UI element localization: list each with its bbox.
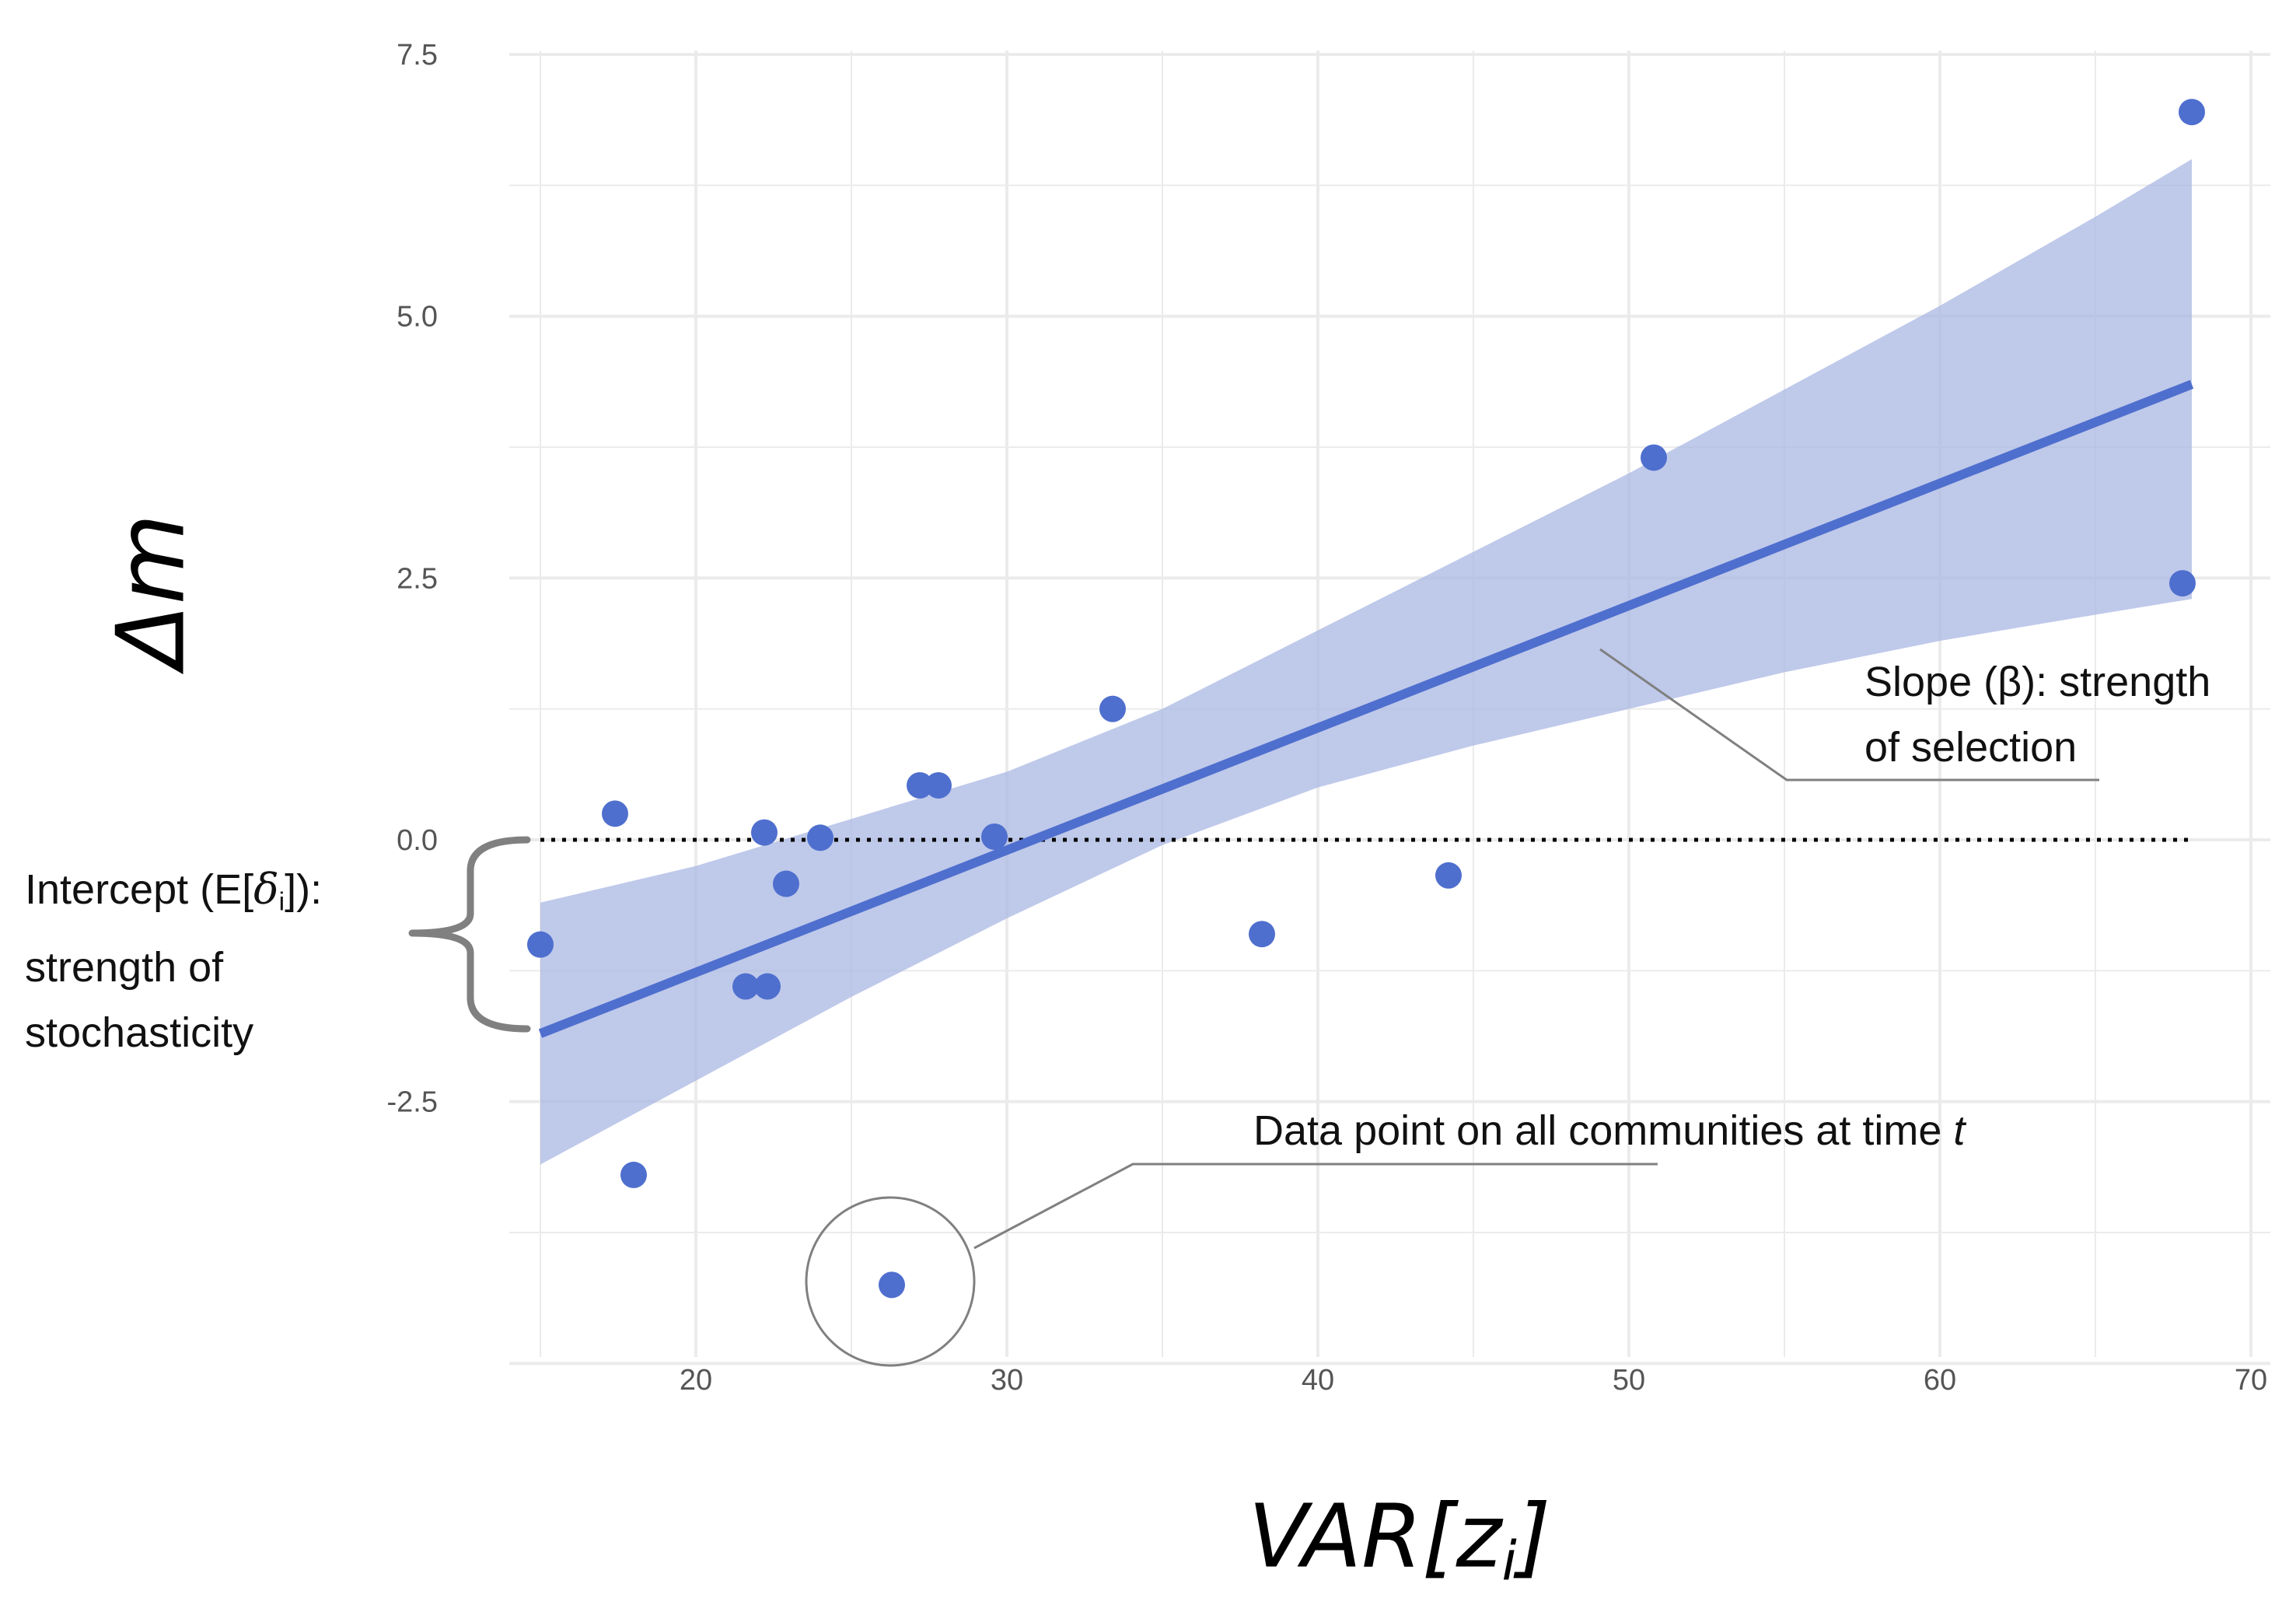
y-tick-label: 0.0: [397, 824, 438, 857]
intercept-brace-icon: [408, 836, 531, 1033]
datapoint-callout-leader: [973, 1163, 1658, 1250]
y-axis-title: Δm: [97, 513, 206, 669]
datapoint-annotation-t: t: [1953, 1107, 1966, 1154]
data-point: [1641, 444, 1667, 471]
x-axis-title: VAR[zi]: [1249, 1486, 1551, 1593]
datapoint-annotation-text: Data point on all communities at time: [1253, 1107, 1954, 1154]
data-point: [1099, 695, 1126, 722]
data-point: [2169, 570, 2196, 597]
x-tick-label: 60: [1924, 1364, 1956, 1397]
x-tick-label: 30: [991, 1364, 1023, 1397]
datapoint-annotation: Data point on all communities at time t: [1253, 1098, 1965, 1163]
data-point: [981, 823, 1008, 850]
x-axis-title-text: VAR[z: [1248, 1486, 1502, 1588]
intercept-annotation-line2: strength of: [25, 944, 224, 991]
slope-annotation: Slope (β): strength of selection: [1864, 649, 2210, 780]
x-tick-label: 40: [1302, 1364, 1334, 1397]
axis-tick-labels: 20 30 40 50 60 70 7.5 5.0 2.5 0.0 -2.5: [387, 39, 2268, 1397]
slope-annotation-line1: Slope (β): strength: [1864, 659, 2211, 705]
x-axis-title-bracket: ]: [1516, 1486, 1551, 1588]
data-point: [602, 800, 628, 827]
data-point: [773, 870, 799, 897]
annotation-marks: [408, 648, 2099, 1367]
data-point: [1249, 921, 1275, 948]
intercept-text-a: Intercept (E[: [25, 866, 254, 913]
data-point: [1435, 862, 1462, 889]
confidence-band-group: [540, 159, 2192, 1165]
y-tick-label: 2.5: [397, 562, 438, 595]
data-point: [807, 824, 833, 851]
x-tick-label: 20: [680, 1364, 712, 1397]
slope-callout-leader: [1599, 648, 2099, 782]
regression-line-group: [538, 379, 2194, 1038]
data-points-group: [527, 99, 2205, 1299]
data-point: [732, 973, 759, 1000]
intercept-delta: δ: [253, 865, 279, 914]
data-point: [754, 973, 781, 1000]
confidence-band: [540, 159, 2192, 1165]
data-point: [620, 1161, 647, 1188]
intercept-annotation-line1: Intercept (E[δi]):: [25, 857, 322, 935]
y-tick-label: 7.5: [397, 39, 438, 72]
y-tick-label: 5.0: [397, 301, 438, 334]
highlight-circle-icon: [805, 1196, 976, 1367]
intercept-subscript: i: [278, 887, 285, 917]
data-point: [907, 771, 933, 799]
x-tick-label: 50: [1613, 1364, 1645, 1397]
intercept-annotation-line3: stochasticity: [25, 1009, 254, 1057]
x-tick-label: 70: [2235, 1364, 2267, 1397]
data-point: [925, 771, 952, 799]
y-tick-label: -2.5: [387, 1086, 438, 1119]
intercept-text-b: ]):: [285, 866, 323, 913]
data-point: [2179, 99, 2205, 126]
regression-line: [538, 379, 2194, 1038]
data-point: [527, 931, 554, 958]
data-point: [879, 1271, 905, 1299]
data-point: [751, 819, 778, 846]
intercept-annotation: Intercept (E[δi]): strength of stochasti…: [25, 857, 322, 1065]
x-axis-title-subscript: i: [1501, 1530, 1517, 1593]
slope-annotation-line2: of selection: [1864, 724, 2078, 771]
